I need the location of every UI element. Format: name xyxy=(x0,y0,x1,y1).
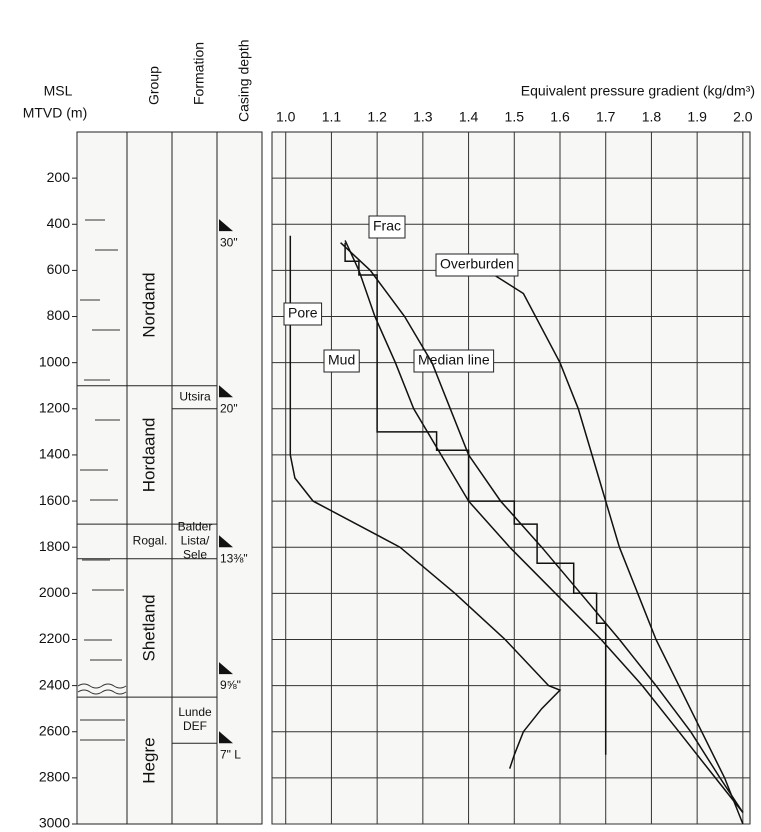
group-label: Shetland xyxy=(139,594,158,661)
x-tick-label: 1.0 xyxy=(276,109,296,125)
group-label: Nordand xyxy=(139,272,158,337)
curve-label: Overburden xyxy=(440,256,514,272)
group-label: Hordaand xyxy=(139,418,158,493)
y-label: MSL xyxy=(44,83,73,99)
x-tick-label: 1.8 xyxy=(642,109,662,125)
casing-label: 13⅜" xyxy=(220,551,248,565)
y-tick-label: 1400 xyxy=(39,446,70,462)
column-header: Casing depth xyxy=(236,39,252,122)
y-tick-label: 1200 xyxy=(39,400,70,416)
formation-label: Utsira xyxy=(179,389,211,403)
x-tick-label: 1.5 xyxy=(505,109,525,125)
y-tick-label: 800 xyxy=(47,307,71,323)
column-header: Formation xyxy=(191,42,207,105)
y-tick-label: 1600 xyxy=(39,492,70,508)
casing-label: 30" xyxy=(220,235,238,249)
y-tick-label: 3000 xyxy=(39,815,70,831)
x-tick-label: 1.4 xyxy=(459,109,479,125)
curve-label: Frac xyxy=(373,218,401,234)
x-tick-label: 2.0 xyxy=(733,109,753,125)
column-header: Group xyxy=(146,66,162,105)
x-label: Equivalent pressure gradient (kg/dm³) xyxy=(521,83,755,99)
x-tick-label: 1.6 xyxy=(550,109,570,125)
x-tick-label: 1.1 xyxy=(322,109,342,125)
y-tick-label: 600 xyxy=(47,261,71,277)
curve-label: Pore xyxy=(288,305,318,321)
casing-label: 9⅝" xyxy=(220,678,241,692)
casing-label: 7" L xyxy=(220,747,241,761)
casing-label: 20" xyxy=(220,401,238,415)
group-label: Hegre xyxy=(139,737,158,783)
x-tick-label: 1.3 xyxy=(413,109,433,125)
x-tick-label: 1.7 xyxy=(596,109,616,125)
y-tick-label: 2200 xyxy=(39,630,70,646)
y-label: MTVD (m) xyxy=(23,105,88,121)
y-tick-label: 2800 xyxy=(39,769,70,785)
y-tick-label: 2000 xyxy=(39,584,70,600)
y-tick-label: 400 xyxy=(47,215,71,231)
group-label: Rogal. xyxy=(133,534,168,548)
curve-label: Median line xyxy=(418,352,490,368)
chart: MSL MTVD (m) Group Formation Casing dept… xyxy=(0,0,761,832)
x-tick-label: 1.2 xyxy=(367,109,387,125)
y-tick-label: 2600 xyxy=(39,722,70,738)
y-tick-label: 1000 xyxy=(39,353,70,369)
y-tick-label: 1800 xyxy=(39,538,70,554)
x-tick-label: 1.9 xyxy=(687,109,707,125)
y-tick-label: 2400 xyxy=(39,676,70,692)
curve-label: Mud xyxy=(328,352,355,368)
y-tick-label: 200 xyxy=(47,169,71,185)
plot-panel xyxy=(272,132,750,824)
